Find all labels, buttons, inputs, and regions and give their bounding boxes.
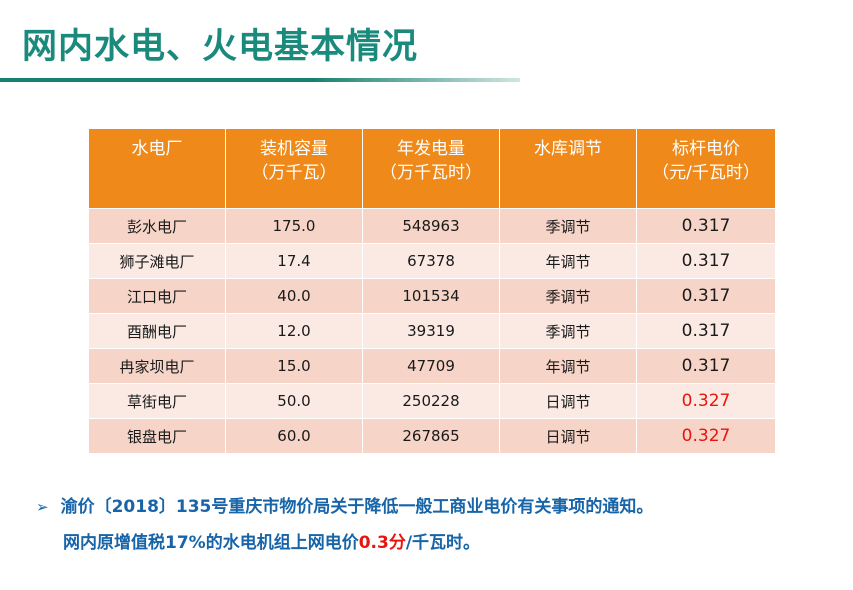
plant-name-cell: 冉家坝电厂	[89, 348, 226, 383]
table-row: 酉酬电厂 12.0 39319 季调节 0.317	[89, 313, 775, 348]
title-underline	[0, 78, 520, 82]
price-cell-highlighted: 0.327	[637, 418, 775, 453]
table-row: 草街电厂 50.0 250228 日调节 0.327	[89, 383, 775, 418]
price-cell: 0.317	[637, 278, 775, 313]
note-price-highlight: 0.3分	[358, 533, 406, 553]
note-text-2-end: /千瓦时。	[405, 533, 481, 553]
column-header-plant: 水电厂	[89, 129, 226, 208]
capacity-cell: 17.4	[226, 243, 363, 278]
price-cell: 0.317	[637, 208, 775, 243]
table-row: 银盘电厂 60.0 267865 日调节 0.327	[89, 418, 775, 453]
generation-cell: 67378	[363, 243, 500, 278]
table-header-row: 水电厂 装机容量 （万千瓦） 年发电量 （万千瓦时） 水库调节 标杆电价 （元/…	[89, 129, 775, 208]
note-text-2: 网内原增值税17%的水电机组上网电价	[63, 533, 359, 553]
capacity-cell: 40.0	[226, 278, 363, 313]
capacity-cell: 60.0	[226, 418, 363, 453]
generation-cell: 47709	[363, 348, 500, 383]
page-title: 网内水电、火电基本情况	[22, 27, 419, 67]
table-row: 狮子滩电厂 17.4 67378 年调节 0.317	[89, 243, 775, 278]
table-row: 冉家坝电厂 15.0 47709 年调节 0.317	[89, 348, 775, 383]
plant-name-cell: 酉酬电厂	[89, 313, 226, 348]
regulation-cell: 日调节	[500, 383, 637, 418]
regulation-cell: 季调节	[500, 278, 637, 313]
arrow-bullet-icon: ➢	[36, 498, 49, 516]
regulation-cell: 季调节	[500, 313, 637, 348]
capacity-cell: 50.0	[226, 383, 363, 418]
price-cell: 0.317	[637, 313, 775, 348]
capacity-cell: 175.0	[226, 208, 363, 243]
regulation-cell: 日调节	[500, 418, 637, 453]
column-header-capacity: 装机容量 （万千瓦）	[226, 129, 363, 208]
hydro-plant-table: 水电厂 装机容量 （万千瓦） 年发电量 （万千瓦时） 水库调节 标杆电价 （元/…	[89, 129, 775, 453]
capacity-cell: 12.0	[226, 313, 363, 348]
regulation-cell: 年调节	[500, 348, 637, 383]
plant-name-cell: 狮子滩电厂	[89, 243, 226, 278]
column-header-generation: 年发电量 （万千瓦时）	[363, 129, 500, 208]
price-cell: 0.317	[637, 348, 775, 383]
policy-note: ➢ 渝价〔2018〕135号重庆市物价局关于降低一般工商业电价有关事项的通知。 网…	[36, 489, 653, 561]
note-line-2: 网内原增值税17%的水电机组上网电价0.3分/千瓦时。	[36, 525, 653, 561]
table-row: 江口电厂 40.0 101534 季调节 0.317	[89, 278, 775, 313]
regulation-cell: 年调节	[500, 243, 637, 278]
column-header-price: 标杆电价 （元/千瓦时）	[637, 129, 775, 208]
plant-name-cell: 银盘电厂	[89, 418, 226, 453]
price-cell-highlighted: 0.327	[637, 383, 775, 418]
plant-name-cell: 彭水电厂	[89, 208, 226, 243]
generation-cell: 101534	[363, 278, 500, 313]
note-text-1: 渝价〔2018〕135号重庆市物价局关于降低一般工商业电价有关事项的通知。	[60, 497, 654, 517]
generation-cell: 548963	[363, 208, 500, 243]
regulation-cell: 季调节	[500, 208, 637, 243]
plant-name-cell: 江口电厂	[89, 278, 226, 313]
generation-cell: 250228	[363, 383, 500, 418]
capacity-cell: 15.0	[226, 348, 363, 383]
table-row: 彭水电厂 175.0 548963 季调节 0.317	[89, 208, 775, 243]
generation-cell: 39319	[363, 313, 500, 348]
price-cell: 0.317	[637, 243, 775, 278]
plant-name-cell: 草街电厂	[89, 383, 226, 418]
column-header-regulation: 水库调节	[500, 129, 637, 208]
note-line-1: ➢ 渝价〔2018〕135号重庆市物价局关于降低一般工商业电价有关事项的通知。	[36, 489, 653, 525]
generation-cell: 267865	[363, 418, 500, 453]
